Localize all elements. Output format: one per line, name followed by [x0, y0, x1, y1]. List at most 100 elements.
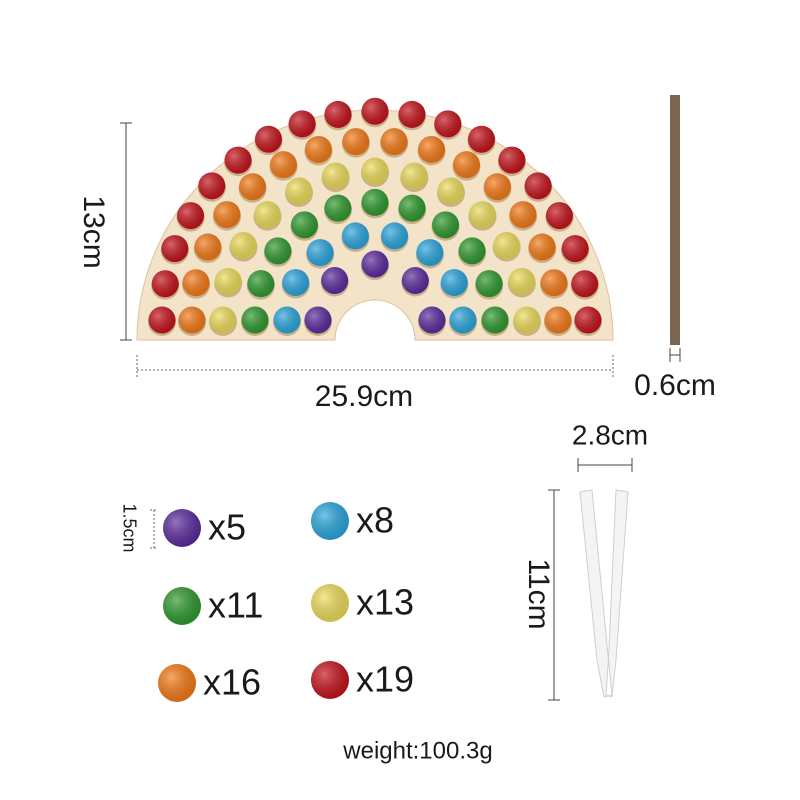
pompom-shade	[161, 235, 189, 263]
pompom-shade	[282, 269, 310, 297]
pompom-shade	[177, 202, 205, 230]
pompom-shade	[498, 146, 526, 174]
pompom-shade	[481, 306, 509, 334]
ball-diameter-line	[150, 509, 158, 549]
pompom-shade	[254, 201, 282, 229]
ball-count: x11	[208, 585, 263, 626]
pompom-shade	[247, 270, 275, 298]
tweezer-width-line	[577, 458, 633, 472]
legend-pompom-shade	[163, 587, 201, 625]
pompom-shade	[361, 188, 389, 216]
pompom-shade	[241, 306, 269, 334]
ball-count: x19	[356, 659, 414, 700]
pompom-shade	[458, 237, 486, 265]
pompom-shade	[270, 151, 297, 179]
pompom-shade	[255, 125, 282, 153]
wooden-rod	[670, 95, 680, 345]
pompom-shade	[468, 125, 495, 153]
pompom-shade	[398, 100, 426, 128]
pompom-shade	[264, 237, 292, 265]
pompom-shade	[322, 162, 350, 190]
legend-pompom-shade	[311, 661, 349, 699]
pompom-shade	[304, 135, 332, 163]
legend-pompom-shade	[311, 502, 349, 540]
pompom-shade	[213, 201, 241, 229]
pompom-shade	[306, 239, 334, 267]
pompom-shade	[416, 239, 444, 267]
pompom-shade	[418, 306, 446, 334]
pompom-shade	[468, 201, 496, 229]
legend-pompom-shade	[311, 584, 349, 622]
pompom-shade	[437, 177, 465, 205]
pompom-shade	[513, 306, 541, 334]
pompom-shade	[342, 128, 370, 156]
board-height: 13cm	[77, 195, 110, 268]
pompom-shade	[545, 202, 573, 230]
pompom-shade	[544, 306, 572, 334]
pompom-shade	[361, 97, 389, 125]
pompom-shade	[361, 250, 389, 278]
pompom-shade	[483, 173, 511, 201]
pompom-shade	[432, 211, 460, 239]
pompom-shade	[178, 306, 206, 334]
pompom-shade	[475, 270, 503, 298]
tweezer-length-line	[548, 489, 560, 701]
tweezer-length: 11cm	[522, 558, 555, 629]
tweezer-width: 2.8cm	[572, 419, 648, 450]
legend-pompom-shade	[163, 509, 201, 547]
pompom-shade	[285, 177, 313, 205]
pompom-shade	[449, 306, 477, 334]
pompom-shade	[540, 269, 568, 297]
rod-thickness: 0.6cm	[634, 369, 716, 402]
ball-count: x5	[208, 507, 246, 548]
ball-count: x13	[356, 582, 414, 623]
pompom-shade	[288, 110, 316, 138]
weight: weight:100.3g	[342, 737, 492, 764]
pompom-shade	[561, 235, 589, 263]
pompom-shade	[493, 232, 521, 260]
pompom-shade	[321, 267, 349, 295]
rainbow-board	[136, 109, 614, 341]
pompom-shade	[304, 306, 332, 334]
pompom-shade	[509, 201, 537, 229]
pompom-shade	[453, 151, 480, 179]
pompom-shade	[434, 110, 462, 138]
pompom-shade	[508, 267, 536, 295]
width-line	[136, 355, 614, 378]
pompom-shade	[209, 306, 237, 334]
pompom-shade	[324, 194, 352, 222]
pompom-shade	[194, 233, 222, 261]
pompom-shade	[229, 232, 257, 260]
pompom-shade	[440, 269, 468, 297]
ball-count: x16	[203, 662, 261, 703]
pompom-shade	[400, 162, 428, 190]
pompom-shade	[324, 100, 352, 128]
pompom-shade	[273, 306, 301, 334]
tweezers	[579, 489, 629, 698]
ball-legend: x5 x8 x11 x13 x16 x19	[158, 500, 414, 703]
thickness-line	[669, 348, 681, 362]
pompom-shade	[571, 270, 599, 298]
pompom-shade	[198, 172, 226, 200]
pompom-shade	[381, 222, 409, 250]
pompom-shade	[214, 267, 242, 295]
ball-count: x8	[356, 500, 394, 541]
ball-diameter: 1.5cm	[119, 503, 139, 552]
pompom-shade	[151, 270, 179, 298]
height-line	[120, 122, 132, 341]
pompom-shade	[148, 306, 176, 334]
pompom-shade	[361, 157, 389, 185]
pompom-shade	[574, 306, 602, 334]
pompom-rings	[148, 97, 602, 336]
legend-pompom-shade	[158, 664, 196, 702]
pompom-shade	[380, 128, 408, 156]
pompom-shade	[418, 135, 446, 163]
pompom-shade	[524, 172, 552, 200]
board-width: 25.9cm	[315, 380, 413, 413]
pompom-shade	[182, 269, 210, 297]
pompom-shade	[401, 267, 429, 295]
pompom-shade	[528, 233, 556, 261]
pompom-shade	[224, 146, 252, 174]
pompom-shade	[290, 211, 318, 239]
